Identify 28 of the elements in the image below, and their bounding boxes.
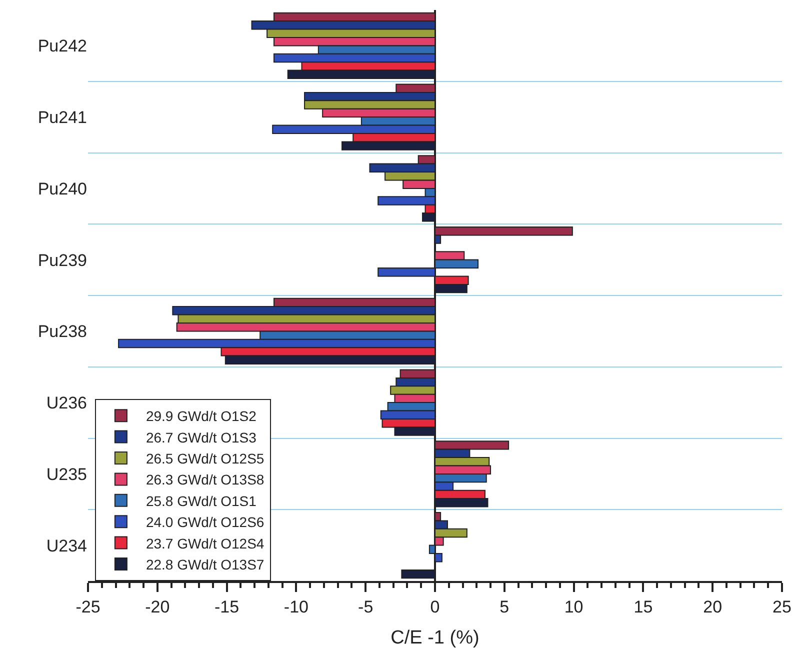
- y-tick-label: Pu239: [38, 250, 87, 270]
- x-tick-label: -10: [284, 597, 308, 616]
- legend-label: 22.8 GWd/t O13S7: [146, 556, 264, 572]
- x-tick-label: 20: [703, 597, 722, 616]
- legend-label: 26.3 GWd/t O13S8: [146, 472, 264, 488]
- x-tick-label: 25: [772, 597, 792, 616]
- legend-label: 25.8 GWd/t O1S1: [146, 492, 257, 509]
- x-tick-label: -15: [214, 597, 240, 616]
- x-tick-label: 0: [430, 597, 440, 616]
- x-tick-label: 5: [500, 597, 510, 616]
- x-tick-label: -25: [76, 597, 100, 616]
- x-axis-title: C/E -1 (%): [390, 628, 480, 649]
- legend-label: 23.7 GWd/t O12S4: [146, 535, 264, 552]
- legend-label: 24.0 GWd/t O12S6: [146, 514, 264, 530]
- y-tick-label: Pu238: [38, 322, 87, 342]
- legend-label: 26.5 GWd/t O12S5: [146, 450, 264, 466]
- x-tick-label: 15: [634, 597, 653, 616]
- y-tick-label: U234: [46, 536, 87, 556]
- x-tick-label: -5: [358, 597, 374, 616]
- legend-label: 29.9 GWd/t O1S2: [146, 408, 257, 424]
- x-tick-label: -20: [145, 597, 170, 616]
- y-tick-label: Pu242: [38, 36, 87, 56]
- y-tick-label: U235: [46, 464, 87, 484]
- y-tick-label: U236: [46, 394, 87, 413]
- y-tick-label: Pu240: [38, 179, 87, 198]
- legend-label: 26.7 GWd/t O1S3: [146, 429, 257, 446]
- x-tick-label: 10: [564, 597, 584, 616]
- y-tick-label: Pu241: [38, 108, 87, 128]
